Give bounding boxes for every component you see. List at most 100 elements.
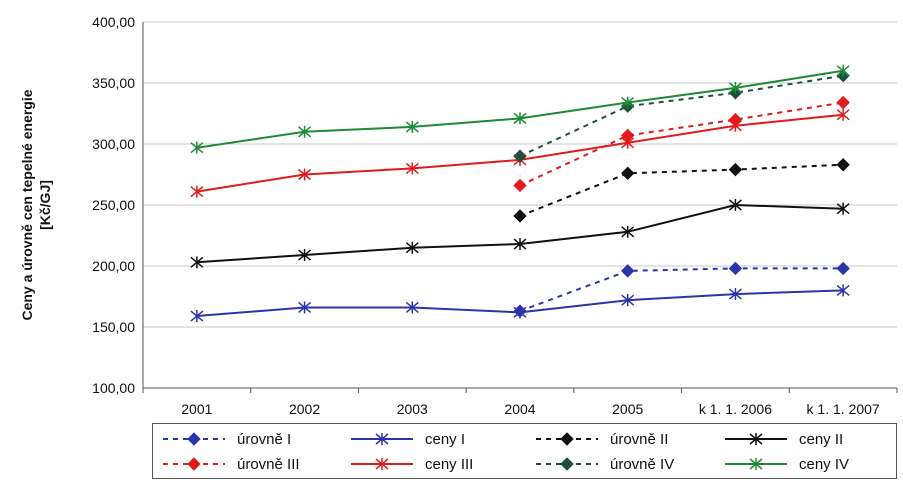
legend: úrovně I ceny I úrovně II ceny II úrovně III… — [152, 423, 897, 479]
legend-label: ceny II — [799, 430, 844, 448]
data-point — [621, 264, 635, 278]
legend-marker — [187, 432, 201, 446]
data-point — [190, 141, 204, 154]
legend-item: ceny II — [723, 428, 843, 450]
data-point — [836, 202, 850, 215]
legend-swatch — [536, 432, 598, 446]
legend-item: ceny IV — [723, 453, 849, 475]
data-point — [190, 310, 204, 323]
data-point — [728, 288, 742, 301]
axes — [142, 22, 898, 393]
data-point — [728, 199, 742, 211]
x-tick-label: k 1. 1. 2006 — [699, 401, 772, 417]
series-úrovně-IV — [513, 68, 850, 163]
legend-swatch — [351, 458, 413, 470]
x-tick-labels: 2001 2002 2003 2004 2005 k 1. 1. 2006 k 1. 1. … — [181, 401, 880, 417]
x-tick-label: 2001 — [181, 401, 212, 417]
data-point — [621, 136, 635, 149]
data-point — [190, 256, 204, 269]
y-tick-label: 350,00 — [92, 75, 135, 91]
legend-swatch — [725, 433, 787, 445]
y-axis-label-line-1: Ceny a úrovně cen tepelné energie — [19, 89, 35, 320]
legend-marker — [560, 432, 574, 446]
series-line — [519, 74, 844, 158]
data-point — [621, 294, 635, 307]
legend-item: úrovně III — [161, 453, 300, 475]
data-point — [728, 81, 742, 94]
series-úrovně-II — [513, 158, 850, 223]
data-point — [621, 166, 635, 180]
series-line — [519, 101, 844, 187]
data-point — [513, 178, 527, 193]
data-point — [298, 301, 312, 314]
legend-marker — [749, 433, 763, 445]
chart-canvas: 100,00 150,00 200,00 250,00 300,00 350,00 400,… — [19, 14, 898, 417]
legend-label: ceny IV — [799, 455, 850, 473]
data-point — [190, 185, 204, 198]
data-point — [728, 162, 743, 177]
series-úrovně-I — [513, 261, 850, 318]
x-tick-label: 2004 — [504, 401, 535, 417]
y-axis-label-line-2: [Kč/GJ] — [37, 180, 53, 230]
y-tick-label: 150,00 — [92, 319, 135, 335]
data-point — [513, 149, 527, 163]
data-point — [836, 261, 850, 276]
legend-item: úrovně IV — [534, 453, 674, 475]
data-point — [728, 119, 742, 132]
x-tick-label: k 1. 1. 2007 — [807, 401, 880, 417]
y-tick-label: 200,00 — [92, 258, 135, 274]
data-point — [836, 284, 850, 297]
x-tick-label: 2005 — [612, 401, 643, 417]
legend-label: úrovně III — [237, 455, 300, 473]
legend-label: úrovně I — [237, 430, 292, 448]
legend-label: úrovně IV — [610, 455, 675, 473]
y-tick-label: 100,00 — [92, 380, 135, 396]
legend-marker — [749, 458, 763, 470]
series-line — [519, 163, 844, 217]
legend-marker — [375, 458, 389, 470]
series-ceny-IV — [190, 64, 850, 154]
legend-item: ceny I — [349, 428, 465, 450]
legend-swatch — [536, 457, 598, 471]
data-point — [836, 95, 850, 110]
legend-item: úrovně I — [161, 428, 291, 450]
data-point — [621, 225, 635, 238]
data-point — [405, 241, 419, 254]
legend-marker — [560, 457, 574, 471]
data-point — [728, 261, 743, 276]
data-point — [405, 162, 419, 175]
legend-label: úrovně II — [610, 430, 669, 448]
legend-item: ceny III — [349, 453, 473, 475]
y-tick-label: 300,00 — [92, 136, 135, 152]
legend-marker — [375, 433, 389, 445]
legend-swatch — [351, 433, 413, 445]
legend-marker — [187, 457, 201, 471]
data-point — [405, 301, 419, 314]
series-line — [196, 69, 844, 149]
data-point — [405, 120, 419, 133]
y-axis-label: Ceny a úrovně cen tepelné energie [Kč/GJ… — [19, 89, 53, 320]
y-tick-label: 400,00 — [92, 14, 135, 30]
y-tick-labels: 100,00 150,00 200,00 250,00 300,00 350,00 400,… — [92, 14, 135, 396]
data-point — [621, 96, 635, 109]
data-point — [836, 64, 850, 77]
data-point — [513, 306, 527, 319]
data-point — [298, 168, 312, 181]
data-point — [513, 238, 527, 251]
x-tick-label: 2002 — [289, 401, 320, 417]
series-ceny-II — [190, 199, 850, 269]
data-point — [513, 209, 527, 223]
gridlines — [143, 21, 897, 328]
data-point — [513, 112, 527, 125]
legend-label: ceny III — [425, 455, 474, 473]
y-tick-label: 250,00 — [92, 197, 135, 213]
series-lines — [190, 64, 850, 323]
series-ceny-I — [190, 284, 850, 323]
x-tick-label: 2003 — [397, 401, 428, 417]
data-point — [836, 108, 850, 121]
legend-swatch — [163, 432, 225, 446]
series-line — [519, 267, 844, 313]
legend-item: úrovně II — [534, 428, 668, 450]
data-point — [836, 158, 850, 172]
data-point — [298, 125, 312, 138]
